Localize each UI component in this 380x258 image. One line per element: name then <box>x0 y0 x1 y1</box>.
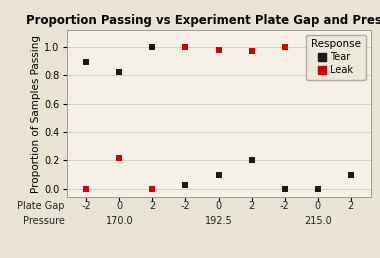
Y-axis label: Proportion of Samples Passing: Proportion of Samples Passing <box>32 35 41 192</box>
Text: 215.0: 215.0 <box>304 216 331 225</box>
Text: 0: 0 <box>315 201 321 211</box>
Point <box>215 173 222 177</box>
Point <box>249 49 255 53</box>
Text: 0: 0 <box>215 201 222 211</box>
Point <box>116 156 122 160</box>
Text: 2: 2 <box>348 201 354 211</box>
Text: 0: 0 <box>116 201 122 211</box>
Text: Pressure: Pressure <box>23 216 65 225</box>
Legend: Tear, Leak: Tear, Leak <box>306 35 366 80</box>
Text: 192.5: 192.5 <box>204 216 233 225</box>
Text: -2: -2 <box>280 201 290 211</box>
Point <box>149 187 155 191</box>
Point <box>348 45 354 49</box>
Point <box>282 187 288 191</box>
Point <box>149 45 155 49</box>
Text: 170.0: 170.0 <box>106 216 133 225</box>
Text: 2: 2 <box>149 201 155 211</box>
Point <box>215 47 222 52</box>
Point <box>315 187 321 191</box>
Point <box>182 45 188 49</box>
Point <box>249 158 255 163</box>
Text: -2: -2 <box>81 201 91 211</box>
Text: Plate Gap: Plate Gap <box>17 201 65 211</box>
Point <box>83 187 89 191</box>
Text: -2: -2 <box>180 201 190 211</box>
Point <box>182 182 188 187</box>
Point <box>116 70 122 74</box>
Point <box>348 173 354 177</box>
Point <box>83 60 89 64</box>
Title: Proportion Passing vs Experiment Plate Gap and Pressure: Proportion Passing vs Experiment Plate G… <box>26 14 380 27</box>
Point <box>282 45 288 49</box>
Point <box>315 49 321 53</box>
Text: 2: 2 <box>249 201 255 211</box>
